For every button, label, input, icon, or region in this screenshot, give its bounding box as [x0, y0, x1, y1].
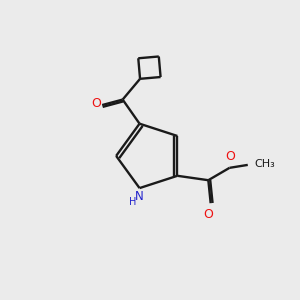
Text: O: O	[91, 97, 100, 110]
Text: CH₃: CH₃	[254, 159, 275, 169]
Text: O: O	[203, 208, 213, 221]
Text: H: H	[129, 197, 137, 207]
Text: O: O	[225, 150, 235, 163]
Text: N: N	[135, 190, 143, 203]
